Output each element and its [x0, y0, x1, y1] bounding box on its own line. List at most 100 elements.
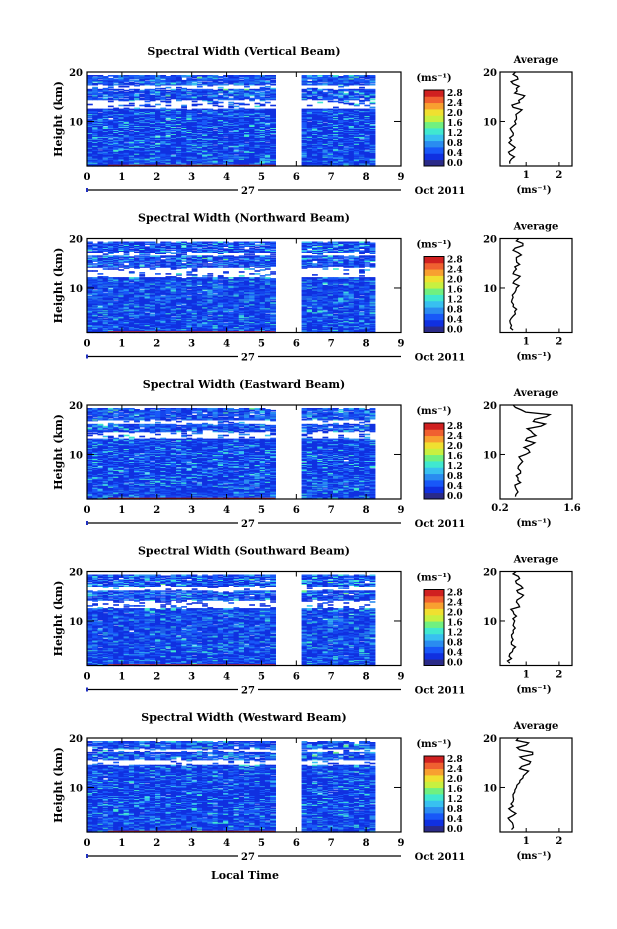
heatmap-cell [118, 112, 125, 115]
heatmap-cell [139, 76, 146, 79]
heatmap-cell [87, 113, 93, 116]
heatmap-cell [92, 160, 98, 162]
heatmap-cell [87, 135, 93, 137]
heatmap-cell [107, 140, 114, 142]
heatmap-cell [186, 88, 193, 91]
heatmap-cell [264, 108, 271, 111]
heatmap-cell [92, 117, 98, 120]
heatmap-cell [128, 144, 135, 146]
heatmap-cell [128, 97, 135, 100]
heatmap-cell [139, 255, 146, 257]
heatmap-cell [134, 97, 140, 100]
heatmap-cell [97, 139, 104, 141]
avg-y-tick-label: 20 [483, 68, 497, 79]
heatmap-cell [144, 80, 151, 83]
heatmap-cell [134, 90, 140, 93]
heatmap-cell [338, 76, 344, 78]
heatmap-cell [359, 83, 365, 86]
heatmap-cell [97, 126, 104, 128]
heatmap-cell [87, 80, 93, 83]
heatmap-cell [176, 127, 182, 129]
heatmap-cell [212, 75, 219, 77]
heatmap-cell [113, 75, 119, 77]
heatmap-cell [144, 77, 151, 80]
heatmap-cell [92, 82, 98, 85]
heatmap-cell [139, 135, 146, 137]
heatmap-cell [102, 156, 109, 158]
heatmap-cell [92, 87, 98, 90]
heatmap-cell [306, 80, 313, 83]
heatmap-cell [87, 148, 93, 150]
heatmap-cell [107, 95, 114, 98]
heatmap-cell [118, 138, 125, 140]
heatmap-cell [118, 119, 125, 122]
heatmap-cell [102, 242, 109, 245]
heatmap-cell [113, 138, 119, 140]
heatmap-cell [87, 295, 93, 298]
heatmap-cell [123, 151, 130, 153]
heatmap-cell [149, 142, 156, 144]
heatmap-cell [118, 77, 125, 80]
heatmap-cell [128, 142, 135, 144]
heatmap-cell [113, 277, 119, 279]
x-tick-label: 0 [84, 172, 91, 183]
heatmap-cell [118, 142, 125, 144]
heatmap-cell [102, 158, 109, 160]
heatmap-cell [97, 89, 104, 92]
heatmap-cell [102, 87, 109, 90]
heatmap-cell [97, 123, 104, 126]
heatmap-cell [118, 96, 125, 99]
heatmap-cell [102, 123, 109, 126]
heatmap-cell [92, 132, 98, 134]
heatmap-cell [123, 125, 130, 127]
heatmap-cell [113, 76, 119, 79]
heatmap-cell [128, 154, 135, 156]
heatmap-cell [87, 157, 93, 159]
heatmap-cell [144, 152, 151, 154]
heatmap-cell [113, 263, 119, 265]
heatmap-cell [107, 79, 114, 82]
heatmap-cell [107, 83, 114, 86]
heatmap-cell [97, 113, 104, 116]
heatmap-cell [134, 136, 140, 138]
heatmap-cell [212, 109, 219, 112]
heatmap-cell [144, 128, 151, 130]
heatmap-cell [139, 112, 146, 115]
heatmap-cell [123, 119, 130, 122]
heatmap-cell [128, 137, 135, 139]
heatmap-cell [92, 124, 98, 126]
heatmap-cell [118, 104, 125, 107]
heatmap-cell [238, 152, 245, 154]
heatmap-cell [107, 148, 114, 150]
heatmap-cell [118, 152, 125, 154]
heatmap-cell [333, 75, 339, 77]
heatmap-cell [134, 129, 140, 131]
heatmap-cell [113, 108, 119, 111]
heatmap-cell [107, 155, 114, 157]
heatmap-cell [97, 122, 104, 125]
heatmap-cell [134, 77, 140, 80]
heatmap-cell [264, 87, 271, 90]
heatmap-cell [102, 126, 109, 128]
heatmap-cell [87, 122, 93, 125]
heatmap-cell [191, 82, 198, 85]
heatmap-cell [128, 139, 135, 141]
heatmap-cell [233, 102, 240, 105]
heatmap-cell [87, 146, 93, 148]
heatmap-cell [144, 163, 151, 165]
heatmap-cell [123, 76, 130, 78]
heatmap-cell [107, 149, 114, 151]
heatmap-cell [128, 150, 135, 152]
heatmap-cell [87, 149, 93, 151]
heatmap-cell [228, 88, 235, 91]
heatmap-cell [128, 104, 135, 107]
heatmap-cell [97, 156, 104, 158]
heatmap-cell [228, 108, 235, 111]
heatmap-cell [123, 92, 130, 95]
heatmap-cell [102, 128, 109, 130]
heatmap-cell [254, 102, 261, 105]
heatmap-cell [149, 162, 156, 164]
heatmap-cell [134, 114, 140, 117]
heatmap-cell [123, 255, 130, 257]
heatmap-cell [134, 130, 140, 132]
